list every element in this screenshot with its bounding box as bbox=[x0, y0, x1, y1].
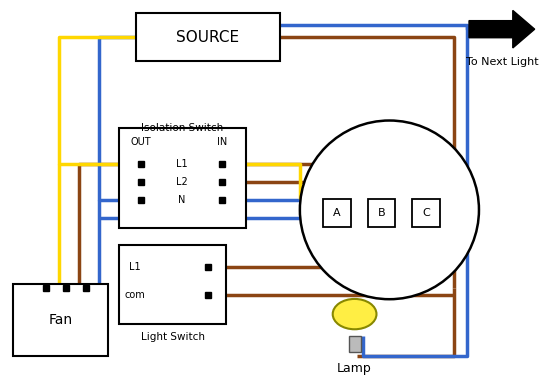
Text: C: C bbox=[422, 208, 430, 218]
Bar bbox=[119, 128, 246, 228]
Bar bbox=[119, 244, 226, 324]
Bar bbox=[412, 199, 440, 227]
Bar bbox=[323, 199, 350, 227]
Text: L1: L1 bbox=[175, 159, 188, 169]
Text: com: com bbox=[124, 290, 145, 300]
Text: Isolation Switch: Isolation Switch bbox=[141, 123, 224, 133]
Text: Light Switch: Light Switch bbox=[140, 332, 205, 342]
Bar bbox=[13, 284, 108, 356]
Bar bbox=[349, 336, 361, 352]
Text: SOURCE: SOURCE bbox=[177, 30, 239, 45]
Circle shape bbox=[333, 299, 377, 329]
Text: Fan: Fan bbox=[48, 313, 73, 327]
Bar bbox=[136, 13, 280, 61]
Ellipse shape bbox=[300, 120, 479, 299]
FancyArrow shape bbox=[469, 10, 535, 48]
Text: OUT: OUT bbox=[130, 138, 151, 147]
Text: IN: IN bbox=[217, 138, 227, 147]
Text: L2: L2 bbox=[175, 177, 188, 187]
Text: L1: L1 bbox=[129, 262, 140, 272]
Text: To Next Light: To Next Light bbox=[466, 57, 538, 67]
Text: A: A bbox=[333, 208, 340, 218]
Bar bbox=[367, 199, 395, 227]
Text: B: B bbox=[378, 208, 385, 218]
Text: N: N bbox=[178, 195, 185, 205]
Text: Lamp: Lamp bbox=[337, 362, 372, 375]
